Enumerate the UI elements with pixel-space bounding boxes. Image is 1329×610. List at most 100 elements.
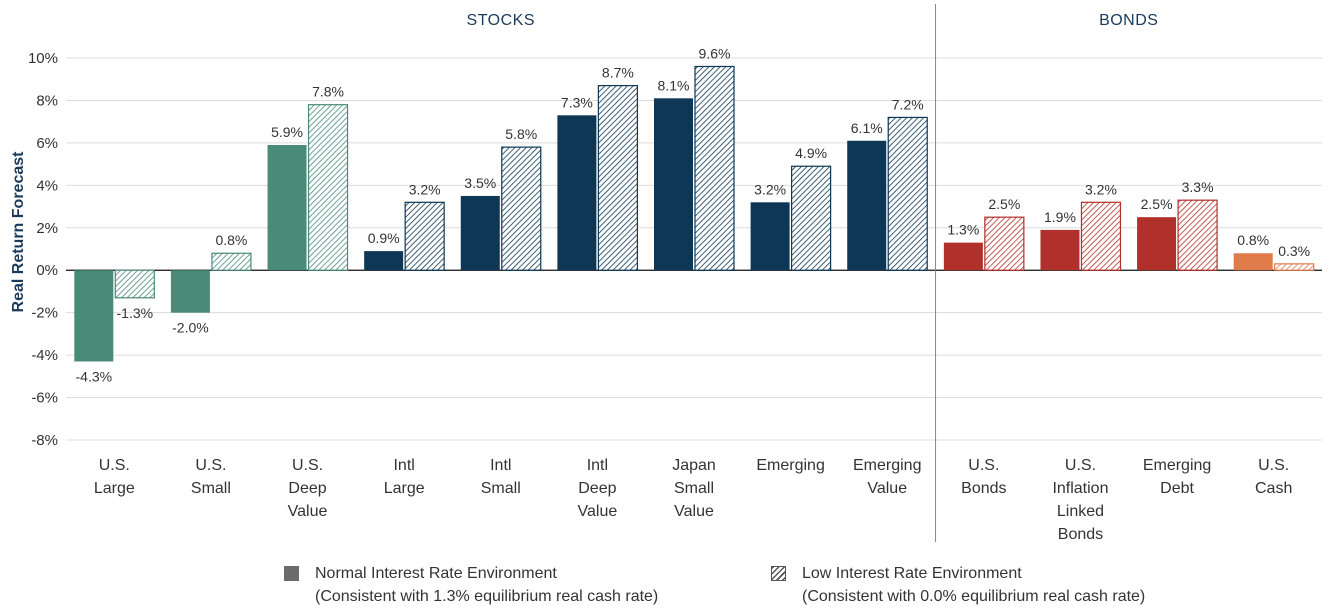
category-label: Intl xyxy=(393,457,414,474)
category-label: Value xyxy=(288,503,328,520)
bar-low-rate xyxy=(597,84,638,271)
data-label: 0.9% xyxy=(368,230,400,246)
legend-normal-swatch xyxy=(284,566,299,581)
data-label: -2.0% xyxy=(172,320,209,336)
legend-low-swatch xyxy=(771,566,786,581)
category-label: Deep xyxy=(578,480,616,497)
data-label: 7.8% xyxy=(312,84,344,100)
category-label: Small xyxy=(674,480,714,497)
category-label: Large xyxy=(384,480,425,497)
y-tick-label: -8% xyxy=(31,432,58,449)
legend-low: Low Interest Rate Environment (Consisten… xyxy=(771,562,1145,608)
section-header: STOCKS xyxy=(467,12,536,29)
legend-low-note: (Consistent with 0.0% equilibrium real c… xyxy=(802,588,1146,605)
data-label: 1.3% xyxy=(947,222,979,238)
bar-low-rate xyxy=(1274,263,1315,271)
legend-low-title: Low Interest Rate Environment xyxy=(802,565,1022,582)
bar-normal-rate xyxy=(364,251,404,271)
y-tick-label: 2% xyxy=(36,220,58,237)
category-label: U.S. xyxy=(195,457,226,474)
bar-low-rate xyxy=(211,252,252,271)
category-label: Intl xyxy=(587,457,608,474)
y-tick-label: -4% xyxy=(31,347,58,364)
data-label: 3.2% xyxy=(1085,181,1117,197)
data-label: 7.3% xyxy=(561,94,593,110)
data-label: 3.2% xyxy=(754,181,786,197)
category-label: U.S. xyxy=(99,457,130,474)
section-header: BONDS xyxy=(1099,12,1158,29)
bar-normal-rate xyxy=(1137,217,1177,271)
gridlines xyxy=(66,57,1322,441)
category-label: Cash xyxy=(1255,480,1292,497)
data-label: 9.6% xyxy=(699,45,731,61)
category-label: U.S. xyxy=(292,457,323,474)
bar-low-rate xyxy=(1177,199,1218,271)
y-tick-label: -6% xyxy=(31,390,58,407)
category-label: Debt xyxy=(1160,480,1194,497)
bar-normal-rate xyxy=(1233,253,1273,271)
category-label: Value xyxy=(674,503,714,520)
category-label: Bonds xyxy=(1058,526,1103,543)
category-label: Inflation xyxy=(1052,480,1108,497)
data-label: 3.5% xyxy=(464,175,496,191)
data-label: -1.3% xyxy=(117,305,154,321)
legend-normal-title: Normal Interest Rate Environment xyxy=(315,565,557,582)
bar-low-rate xyxy=(307,104,349,271)
data-labels: -4.3% -1.3% -2.0% 0.8% 5.9% 7.8% 0.9% 3.2% 3.5% 5… xyxy=(76,45,1311,384)
bar-normal-rate xyxy=(750,202,790,271)
category-label: Small xyxy=(191,480,231,497)
legend-normal-note: (Consistent with 1.3% equilibrium real c… xyxy=(315,588,659,605)
category-label: U.S. xyxy=(968,457,999,474)
data-label: 3.3% xyxy=(1182,179,1214,195)
category-label: Large xyxy=(94,480,135,497)
y-tick-label: 8% xyxy=(36,92,58,109)
bar-normal-rate xyxy=(460,195,500,271)
data-label: 0.8% xyxy=(1237,232,1269,248)
data-label: 7.2% xyxy=(892,96,924,112)
section-headers: STOCKS BONDS xyxy=(467,4,1158,542)
bar-low-rate xyxy=(694,65,735,271)
category-label: Value xyxy=(867,480,907,497)
data-label: 5.9% xyxy=(271,124,303,140)
category-label: Value xyxy=(578,503,618,520)
category-label: Japan xyxy=(672,457,716,474)
bar-low-rate xyxy=(114,269,155,299)
data-label: 8.1% xyxy=(658,77,690,93)
bar-normal-rate xyxy=(267,145,307,271)
y-tick-label: 10% xyxy=(28,50,58,67)
data-label: 2.5% xyxy=(988,196,1020,212)
data-label: 0.3% xyxy=(1278,243,1310,259)
category-label: Small xyxy=(481,480,521,497)
bar-low-rate xyxy=(1080,201,1122,271)
category-labels: U.S. Large U.S. Small U.S. Deep Value Intl Large… xyxy=(94,457,1293,543)
category-label: Emerging xyxy=(756,457,824,474)
bar-normal-rate xyxy=(74,270,114,362)
bar-normal-rate xyxy=(654,98,693,271)
category-label: Deep xyxy=(288,480,326,497)
y-tick-label: 6% xyxy=(36,135,58,152)
category-label: U.S. xyxy=(1258,457,1289,474)
legend-normal: Normal Interest Rate Environment (Consis… xyxy=(284,562,658,608)
category-label: Emerging xyxy=(853,457,921,474)
bars xyxy=(74,65,1315,362)
bar-normal-rate xyxy=(943,242,983,271)
data-label: 0.8% xyxy=(215,232,247,248)
bar-low-rate xyxy=(984,216,1025,271)
bar-normal-rate xyxy=(557,115,597,271)
category-label: Emerging xyxy=(1143,457,1211,474)
data-label: 3.2% xyxy=(409,181,441,197)
y-axis-label: Real Return Forecast xyxy=(10,151,27,313)
bar-low-rate xyxy=(791,165,832,271)
bar-normal-rate xyxy=(1040,229,1080,271)
data-label: 8.7% xyxy=(602,65,634,81)
bar-normal-rate xyxy=(170,270,210,313)
data-label: 5.8% xyxy=(505,126,537,142)
y-axis: 10% 8% 6% 4% 2% 0% -2% -4% -6% -8% xyxy=(28,50,58,449)
category-label: Intl xyxy=(490,457,511,474)
category-label: Bonds xyxy=(961,480,1006,497)
bar-low-rate xyxy=(501,146,542,271)
data-label: -4.3% xyxy=(76,368,113,384)
data-label: 1.9% xyxy=(1044,209,1076,225)
category-label: Linked xyxy=(1057,503,1104,520)
data-label: 2.5% xyxy=(1141,196,1173,212)
